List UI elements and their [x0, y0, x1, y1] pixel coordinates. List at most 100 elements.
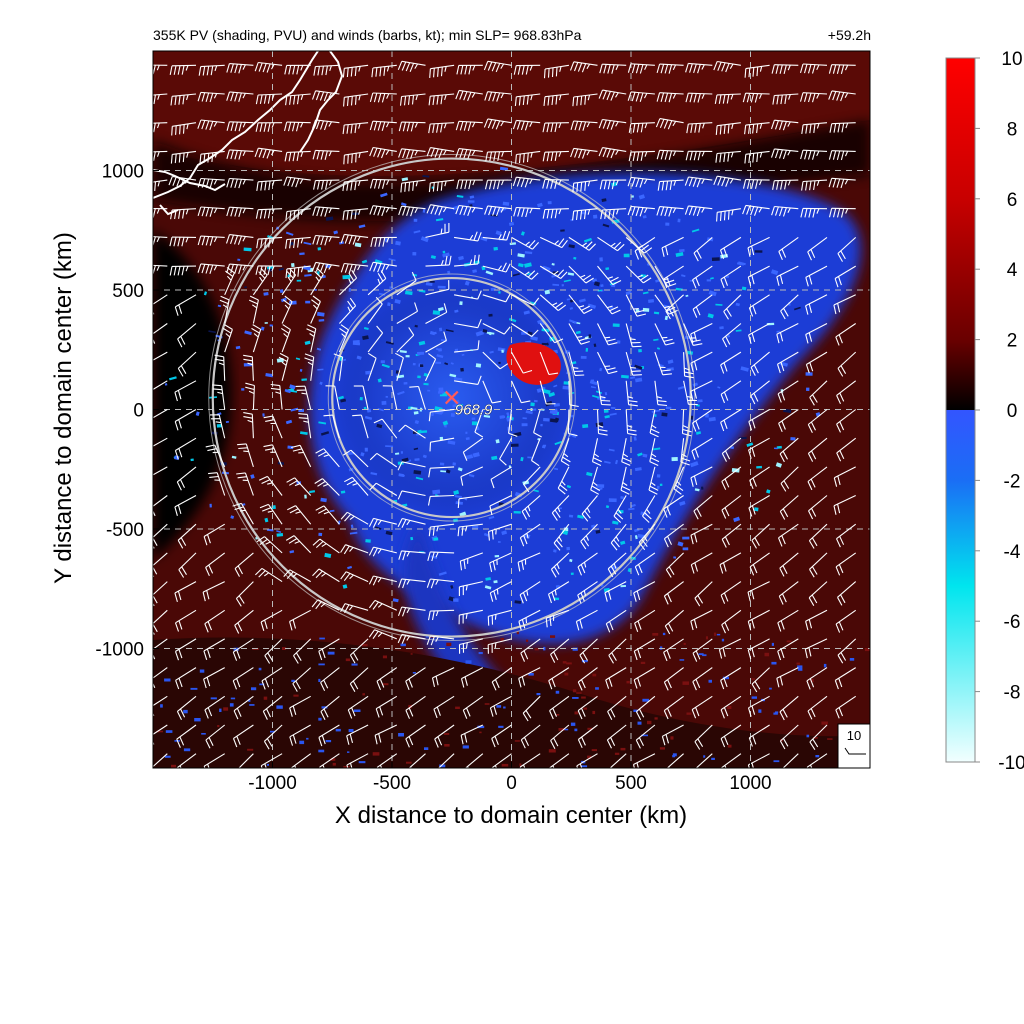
wind-barb: [748, 437, 770, 459]
wind-barb: [625, 294, 647, 317]
wind-barb: [837, 236, 857, 262]
wind-barb: [353, 385, 369, 410]
wind-barb: [209, 414, 226, 439]
colorbar-tick-label: -8: [1004, 683, 1021, 704]
wind-barb: [519, 753, 541, 768]
wind-barb: [311, 261, 340, 274]
colorbar-tick-label: 6: [1007, 190, 1018, 211]
wind-barb: [260, 609, 283, 631]
wind-barb: [720, 667, 742, 690]
wind-barb: [638, 523, 656, 551]
wind-barbs: [153, 60, 857, 768]
wind-barb: [835, 552, 857, 576]
colorbar: [945, 57, 976, 763]
wind-barb: [255, 93, 283, 105]
wind-barb: [483, 60, 512, 73]
x-tick-label: -500: [373, 773, 411, 794]
wind-barb: [779, 437, 799, 463]
wind-barb: [368, 517, 397, 528]
reference-barb-frame: [837, 723, 871, 769]
wind-barb: [314, 478, 340, 496]
wind-barb: [460, 724, 484, 745]
wind-barb: [663, 667, 684, 691]
wind-barb: [233, 695, 254, 720]
wind-barb: [513, 206, 541, 218]
wind-barb: [684, 205, 713, 217]
wind-barb: [482, 323, 511, 335]
wind-barb: [661, 724, 684, 746]
wind-barb: [673, 466, 685, 495]
wind-barb: [833, 495, 856, 515]
wind-barb: [521, 495, 541, 520]
wind-barb: [608, 638, 627, 664]
wind-barb: [235, 581, 254, 607]
wind-barb: [804, 638, 828, 659]
wind-barb: [799, 63, 828, 74]
wind-barb: [226, 91, 254, 102]
y-tick-label: -1000: [95, 640, 144, 661]
wind-barb: [693, 236, 713, 262]
wind-barb: [285, 93, 311, 106]
wind-barb: [772, 179, 799, 190]
wind-barb: [805, 609, 828, 631]
wind-barb: [427, 551, 455, 562]
wind-barb: [426, 147, 455, 159]
wind-barb: [806, 667, 828, 690]
wind-barb: [197, 177, 225, 189]
wind-barb: [315, 448, 340, 468]
wind-barb: [572, 93, 598, 107]
wind-barb: [428, 466, 455, 478]
wind-barb: [720, 380, 742, 404]
wind-barb: [800, 207, 828, 218]
wind-barb: [427, 609, 455, 621]
wind-barb: [236, 472, 254, 496]
wind-barb: [747, 265, 770, 287]
wind-barb: [169, 64, 197, 76]
colorbar-tick-label: 0: [1007, 401, 1018, 422]
wind-barb: [721, 437, 742, 462]
wind-barb: [777, 638, 799, 661]
wind-barb: [828, 177, 856, 189]
range-ring: [208, 154, 696, 642]
wind-barb: [779, 552, 799, 577]
wind-barb: [426, 204, 455, 216]
wind-barb: [522, 695, 541, 722]
wind-barb: [581, 495, 598, 522]
wind-barb: [694, 724, 713, 750]
wind-barb: [543, 93, 569, 106]
wind-barb: [428, 408, 455, 422]
wind-barb: [349, 667, 369, 692]
wind-barb: [805, 323, 828, 344]
wind-barb: [596, 380, 611, 406]
wind-barb: [340, 233, 369, 245]
wind-barb: [550, 552, 570, 578]
wind-barb: [255, 122, 283, 132]
wind-barb: [283, 176, 311, 188]
wind-barb: [665, 294, 684, 320]
wind-barb: [714, 93, 741, 105]
wind-barb: [205, 724, 226, 749]
wind-barb: [778, 581, 799, 605]
wind-barb: [547, 581, 570, 604]
wind-barb: [749, 466, 770, 490]
wind-barb: [396, 271, 417, 296]
wind-barb: [567, 409, 578, 437]
wind-barb: [837, 351, 857, 377]
wind-barb: [482, 351, 509, 370]
wind-barb: [598, 89, 627, 101]
wind-barb: [609, 753, 627, 768]
wind-barb: [259, 503, 283, 525]
wind-barb: [597, 323, 618, 346]
wind-barb: [809, 724, 828, 750]
wind-barb: [551, 495, 570, 521]
wind-barb: [771, 64, 799, 75]
wind-barb: [719, 552, 742, 574]
pv-red-blob: [506, 342, 561, 385]
wind-barb: [568, 265, 594, 284]
wind-barb: [176, 724, 197, 748]
wind-barb: [174, 638, 197, 661]
wind-barb: [489, 495, 512, 516]
wind-barb: [809, 552, 828, 578]
wind-barb: [212, 384, 226, 410]
wind-barb: [692, 294, 713, 318]
